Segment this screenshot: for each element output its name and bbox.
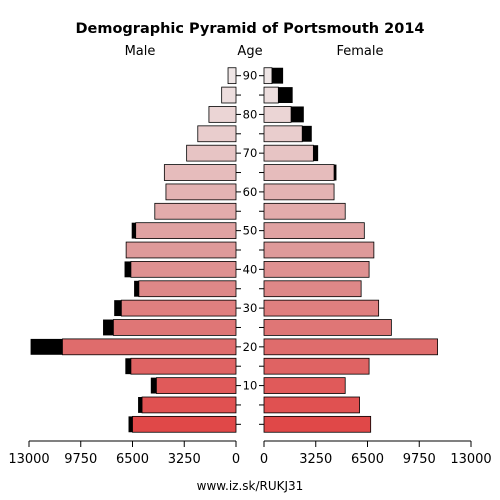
male-bar-85-89 — [221, 86, 237, 104]
male-x-tick-label: 0 — [232, 452, 240, 467]
female-bar-90+ — [263, 67, 273, 85]
male-bar-70-74 — [186, 144, 237, 162]
female-bar-25-29 — [263, 319, 392, 336]
female-x-tick-label: 9750 — [403, 452, 436, 467]
male-excess-20-24 — [30, 338, 63, 355]
male-bar-55-59 — [154, 202, 237, 220]
female-excess-65-69 — [334, 164, 337, 181]
female-bar-20-24 — [263, 338, 438, 356]
male-excess-30-34 — [114, 300, 122, 317]
male-bar-0-4 — [132, 415, 237, 433]
source-footer: www.iz.sk/RUKJ31 — [197, 479, 304, 493]
female-bar-65-69 — [263, 164, 335, 181]
female-x-tick-label: 13000 — [450, 452, 491, 467]
male-bars — [30, 67, 237, 433]
age-label-70: 70 — [243, 146, 258, 160]
male-bar-10-14 — [155, 377, 237, 394]
age-label-40: 40 — [243, 262, 258, 276]
age-label-50: 50 — [243, 224, 258, 238]
male-x-tick-label: 6500 — [116, 452, 149, 467]
male-excess-10-14 — [150, 377, 157, 394]
male-bar-75-79 — [197, 125, 237, 143]
male-bar-65-69 — [163, 164, 237, 181]
female-x-tick-label: 0 — [260, 452, 268, 467]
female-bar-45-49 — [263, 241, 375, 259]
female-bar-5-9 — [263, 396, 360, 414]
female-bar-75-79 — [263, 125, 303, 143]
male-x-tick-label: 13000 — [8, 452, 49, 467]
male-bar-5-9 — [141, 396, 237, 414]
male-bar-90+ — [227, 67, 237, 85]
female-excess-75-79 — [302, 125, 312, 142]
male-excess-50-54 — [131, 222, 136, 239]
female-excess-90+ — [271, 67, 284, 84]
female-x-tick-label: 3250 — [299, 452, 332, 467]
male-excess-5-9 — [138, 397, 143, 413]
female-excess-85-89 — [278, 87, 293, 103]
age-label-90: 90 — [243, 69, 258, 83]
male-bar-40-44 — [130, 261, 237, 278]
male-header: Male — [125, 44, 156, 59]
male-bar-80-84 — [208, 106, 237, 123]
male-bar-30-34 — [120, 299, 237, 317]
age-label-10: 10 — [243, 379, 258, 393]
male-bar-45-49 — [125, 241, 237, 259]
male-excess-15-19 — [125, 358, 131, 375]
male-x-tick-label: 9750 — [64, 452, 97, 467]
female-bar-15-19 — [263, 357, 370, 375]
female-bar-55-59 — [263, 202, 346, 220]
female-excess-80-84 — [291, 106, 304, 123]
female-bar-50-54 — [263, 222, 365, 239]
male-bar-25-29 — [112, 319, 237, 336]
male-x-tick-label: 3250 — [168, 452, 201, 467]
male-bar-60-64 — [165, 183, 237, 201]
male-excess-0-4 — [128, 416, 133, 433]
female-header: Female — [336, 44, 383, 59]
age-label-30: 30 — [243, 301, 258, 315]
male-excess-40-44 — [124, 261, 131, 278]
age-axis: 10 20 30 40 50 60 70 80 90 — [236, 69, 264, 425]
female-bar-70-74 — [263, 144, 314, 162]
male-bar-20-24 — [62, 338, 237, 356]
female-bar-60-64 — [263, 183, 335, 201]
female-bar-30-34 — [263, 299, 380, 317]
female-bars — [263, 67, 438, 433]
female-x-tick-label: 6500 — [351, 452, 384, 467]
age-label-60: 60 — [243, 185, 258, 199]
female-bar-40-44 — [263, 261, 370, 278]
female-bar-10-14 — [263, 377, 346, 394]
age-label-80: 80 — [243, 107, 258, 121]
female-bar-0-4 — [263, 415, 372, 433]
male-bar-35-39 — [138, 280, 237, 298]
x-axes: 0 0 3250 3250 6500 6500 9750 9750 13000 13000 — [8, 440, 492, 467]
male-bar-15-19 — [130, 357, 237, 375]
male-excess-25-29 — [103, 319, 114, 336]
female-bar-35-39 — [263, 280, 362, 298]
age-header: Age — [237, 44, 262, 59]
chart-title: Demographic Pyramid of Portsmouth 2014 — [75, 21, 424, 37]
male-excess-35-39 — [134, 280, 139, 297]
age-label-20: 20 — [243, 340, 258, 354]
female-bar-80-84 — [263, 106, 292, 123]
female-excess-70-74 — [313, 145, 319, 162]
male-bar-50-54 — [135, 222, 237, 239]
female-bar-85-89 — [263, 86, 279, 104]
